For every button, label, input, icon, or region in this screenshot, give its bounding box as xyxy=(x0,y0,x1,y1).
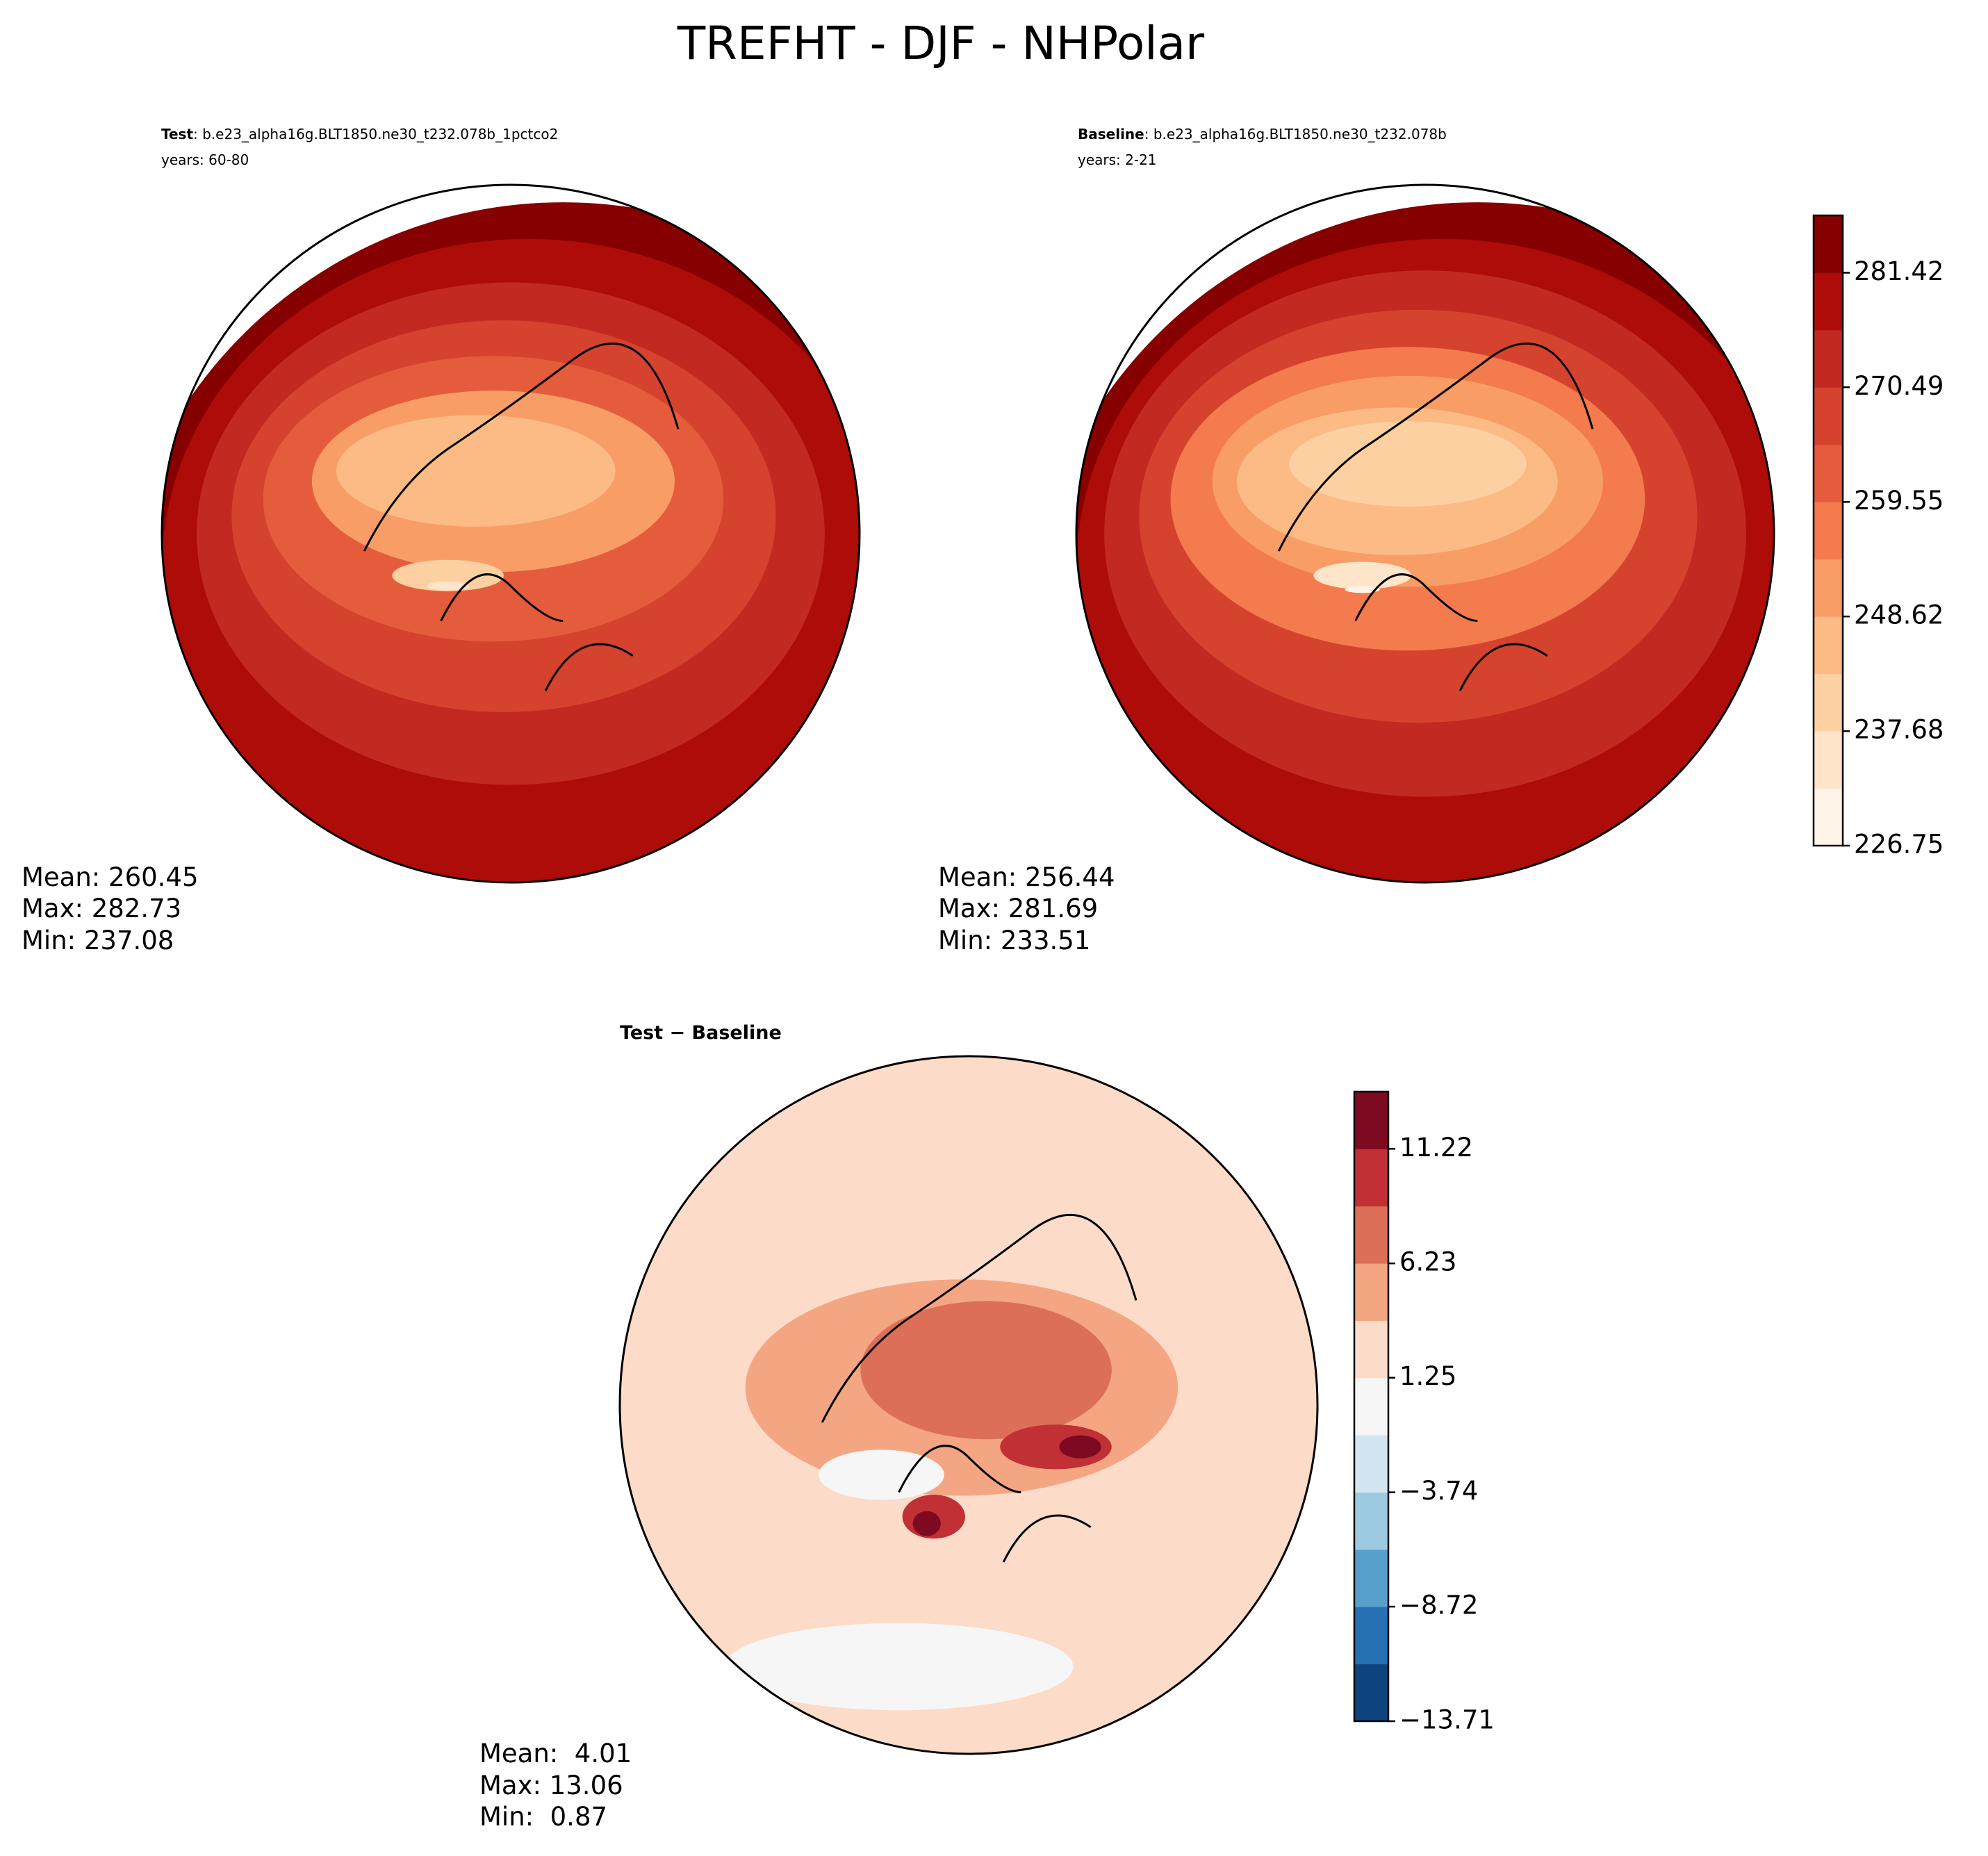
colorbar-band xyxy=(1354,1607,1388,1665)
colorbar-band xyxy=(1814,329,1843,388)
colorbar-band xyxy=(1814,788,1843,846)
panel-label: Test − Baseline xyxy=(620,1022,782,1044)
panel-heading: Test: b.e23_alpha16g.BLT1850.ne30_t232.0… xyxy=(161,126,558,142)
colorbar-tick-label: −13.71 xyxy=(1399,1705,1495,1735)
colorbar-band xyxy=(1354,1092,1388,1149)
colorbar-tick-label: 259.55 xyxy=(1854,486,1944,516)
colorbar-band xyxy=(1814,673,1843,732)
colorbar-band xyxy=(1354,1492,1388,1550)
colorbar-band xyxy=(1354,1149,1388,1207)
contour-region xyxy=(912,1511,941,1536)
coastline xyxy=(821,1213,1137,1563)
map xyxy=(162,202,860,882)
colorbar-band xyxy=(1814,616,1843,675)
coastline xyxy=(363,342,680,691)
stat: Mean: 256.44 xyxy=(938,862,1115,892)
panel-label: Test xyxy=(161,126,193,142)
contour-region xyxy=(336,415,616,527)
contour-region xyxy=(392,559,504,591)
map-border xyxy=(1075,183,1775,884)
colorbar-band xyxy=(1814,731,1843,789)
contour-region xyxy=(724,1623,1074,1711)
colorbar-frame xyxy=(1353,1090,1390,1723)
colorbar-tick-label: 1.25 xyxy=(1399,1361,1456,1391)
colorbar-band xyxy=(1354,1320,1388,1379)
stat: Min: 0.87 xyxy=(479,1802,607,1832)
years: years: 60-80 xyxy=(161,151,249,168)
contour-region xyxy=(427,581,469,591)
map-border xyxy=(618,1055,1319,1755)
contour-region xyxy=(819,1450,944,1500)
case-name: : b.e23_alpha16g.BLT1850.ne30_t232.078b_… xyxy=(193,126,558,142)
case-name: : b.e23_alpha16g.BLT1850.ne30_t232.078b xyxy=(1144,126,1447,142)
contour-region xyxy=(1313,561,1411,589)
stat: Mean: 260.45 xyxy=(22,862,199,892)
stat: Max: 282.73 xyxy=(22,894,181,923)
coastline xyxy=(1277,342,1594,691)
colorbar-tick-label: 270.49 xyxy=(1854,371,1944,401)
stat: Max: 13.06 xyxy=(479,1771,623,1800)
figure-title: TREFHT - DJF - NHPolar xyxy=(677,17,1205,70)
colorbar-band xyxy=(1354,1263,1388,1321)
colorbar-tick-label: 281.42 xyxy=(1854,256,1944,286)
years: years: 2-21 xyxy=(1078,151,1157,168)
colorbar-tick-label: 237.68 xyxy=(1854,715,1944,745)
map-border xyxy=(161,183,861,884)
map xyxy=(620,1056,1317,1754)
contour-region xyxy=(1059,1435,1101,1459)
stat: Min: 233.51 xyxy=(938,926,1090,955)
colorbar-frame xyxy=(1812,214,1844,847)
colorbar-tick-label: 248.62 xyxy=(1854,600,1944,630)
colorbar-band xyxy=(1814,387,1843,445)
colorbar-band xyxy=(1354,1377,1388,1436)
colorbar-band xyxy=(1814,272,1843,331)
colorbar-band xyxy=(1354,1435,1388,1493)
colorbar-tick-label: 6.23 xyxy=(1399,1247,1456,1277)
colorbar-band xyxy=(1814,559,1843,617)
stat: Min: 237.08 xyxy=(22,926,174,955)
colorbar-band xyxy=(1354,1206,1388,1264)
colorbar-tick-label: −8.72 xyxy=(1399,1591,1478,1620)
contour-region xyxy=(1345,586,1380,593)
stat: Mean: 4.01 xyxy=(479,1739,632,1768)
map xyxy=(1076,202,1774,882)
contour-region xyxy=(860,1301,1112,1440)
panel-label: Baseline xyxy=(1078,126,1144,142)
panel-heading: Baseline: b.e23_alpha16g.BLT1850.ne30_t2… xyxy=(1078,126,1447,142)
colorbar-tick-label: 226.75 xyxy=(1854,830,1944,860)
colorbar-band xyxy=(1354,1549,1388,1607)
colorbar-band xyxy=(1814,215,1843,273)
colorbar-band xyxy=(1814,444,1843,502)
colorbar-tick-label: −3.74 xyxy=(1399,1476,1478,1506)
stat: Max: 281.69 xyxy=(938,894,1098,923)
colorbar-band xyxy=(1354,1664,1388,1722)
colorbar-tick-label: 11.22 xyxy=(1399,1133,1473,1163)
colorbar-band xyxy=(1814,502,1843,560)
contour-region xyxy=(1289,421,1527,507)
